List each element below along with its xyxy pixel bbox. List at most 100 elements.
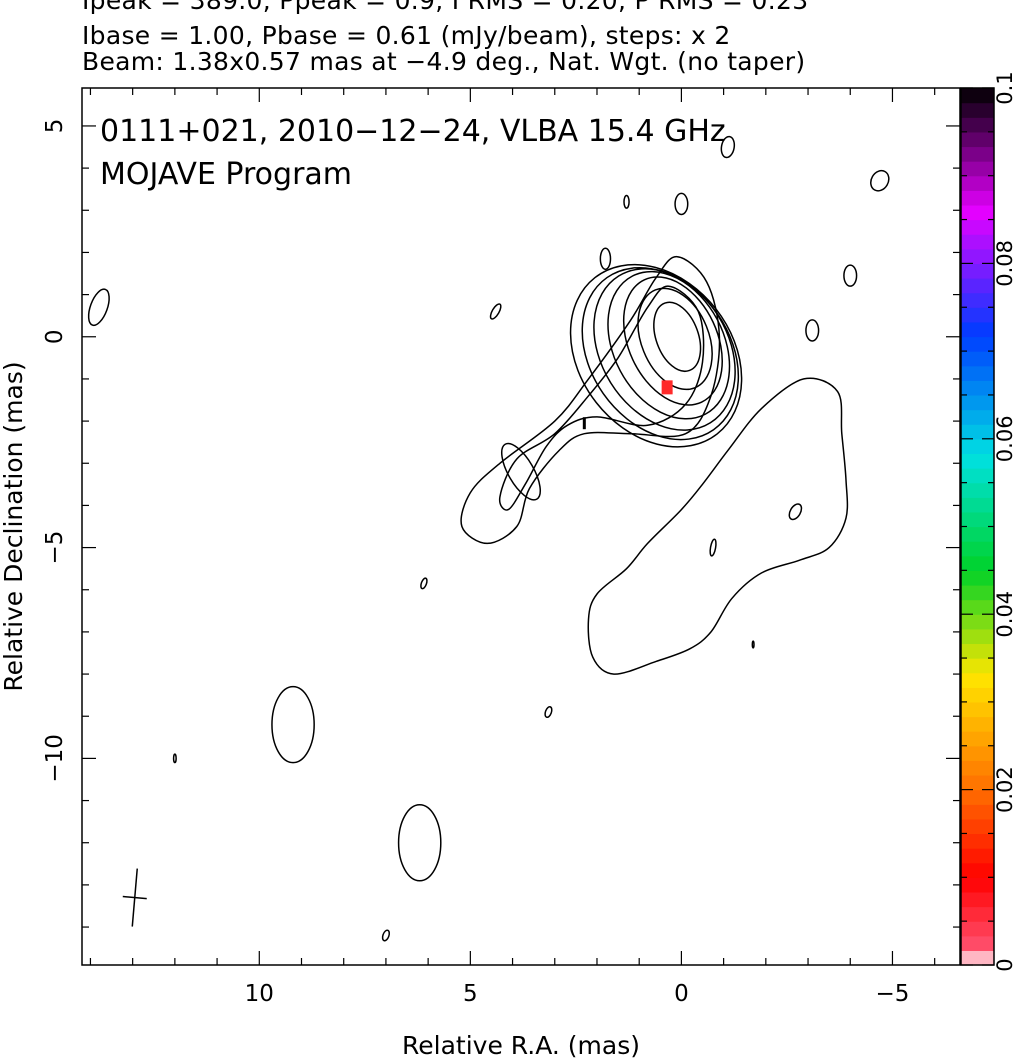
noise-contour	[87, 288, 110, 327]
colorbar-tick-label: 0.06	[993, 415, 1017, 462]
noise-contour	[751, 640, 755, 649]
extended-emission-contour	[587, 377, 849, 675]
colorbar-band	[961, 687, 994, 703]
noise-contour	[599, 247, 612, 271]
y-axis-label: Relative Declination (mas)	[0, 361, 28, 691]
colorbar-band	[961, 365, 994, 381]
colorbar: 0 0.02 0.04 0.06 0.08 0.1	[960, 71, 1017, 972]
y-tick-label: −10	[42, 734, 68, 783]
colorbar-band	[961, 497, 994, 513]
colorbar-band	[961, 584, 994, 601]
colorbar-band	[961, 921, 994, 937]
colorbar-band	[961, 935, 994, 951]
noise-contour	[544, 706, 553, 719]
colorbar-band	[961, 716, 994, 732]
chart-title: 0111+021, 2010−12−24, VLBA 15.4 GHz	[100, 114, 726, 149]
noise-contour	[870, 169, 890, 192]
colorbar-band	[961, 891, 994, 908]
colorbar-band	[961, 848, 994, 864]
colorbar-band	[961, 658, 994, 674]
jet-knot-contour	[500, 442, 542, 501]
colorbar-band	[961, 321, 994, 338]
colorbar-band	[961, 88, 994, 104]
colorbar-band	[961, 789, 994, 805]
colorbar-band	[961, 131, 994, 148]
colorbar-band	[961, 672, 994, 688]
colorbar-band	[961, 614, 994, 630]
colorbar-band	[961, 468, 994, 484]
header-line-3: Beam: 1.38x0.57 mas at −4.9 deg., Nat. W…	[82, 47, 806, 76]
colorbar-band	[961, 380, 994, 396]
core-contour	[653, 301, 702, 372]
x-tick-label: 0	[674, 981, 689, 1007]
jet-contour	[498, 285, 705, 511]
polarization-patch	[661, 380, 673, 395]
y-tick-label: −5	[42, 531, 68, 565]
colorbar-band	[961, 774, 994, 791]
colorbar-band	[961, 438, 994, 455]
colorbar-band	[961, 526, 994, 542]
colorbar-band	[961, 161, 994, 177]
colorbar-band	[961, 701, 994, 718]
colorbar-band	[961, 307, 994, 323]
colorbar-band	[961, 643, 994, 659]
header-line-1: Ipeak = 389.0, Ppeak = 0.9, I RMS = 0.20…	[82, 0, 809, 15]
beam-minor-axis	[122, 895, 147, 900]
colorbar-band	[961, 248, 994, 264]
colorbar-tick-label: 0	[993, 958, 1017, 971]
colorbar-band	[961, 804, 994, 820]
noise-contour	[674, 192, 689, 216]
colorbar-band	[961, 877, 994, 893]
colorbar-band	[961, 906, 994, 922]
noise-contour	[623, 194, 630, 209]
colorbar-band	[961, 351, 994, 367]
core-contour	[622, 276, 723, 406]
colorbar-band	[961, 555, 994, 571]
colorbar-band	[961, 760, 994, 776]
colorbar-band	[961, 511, 994, 528]
colorbar-band	[961, 292, 994, 308]
colorbar-band	[961, 570, 994, 586]
colorbar-band	[961, 204, 994, 221]
colorbar-band	[961, 482, 994, 498]
polarization-tick	[582, 417, 586, 430]
colorbar-band	[961, 745, 994, 761]
colorbar-band	[961, 731, 994, 747]
y-tick-label: 0	[42, 329, 68, 344]
x-tick-label: 5	[463, 981, 478, 1007]
plot-frame	[81, 87, 961, 966]
colorbar-band	[961, 117, 994, 133]
noise-contour	[805, 319, 820, 342]
noise-contour	[489, 303, 502, 320]
x-tick-label: 10	[245, 981, 274, 1007]
core-contour	[581, 266, 740, 441]
colorbar-band	[961, 394, 994, 411]
noise-contour	[381, 929, 391, 942]
x-tick-label: −5	[876, 981, 910, 1007]
noise-contour	[397, 803, 442, 882]
colorbar-band	[961, 950, 994, 966]
x-axis-label: Relative R.A. (mas)	[402, 1031, 640, 1060]
colorbar-band	[961, 234, 994, 250]
colorbar-band	[961, 541, 994, 557]
colorbar-band	[961, 219, 994, 235]
colorbar-band	[961, 599, 994, 615]
colorbar-band	[961, 263, 994, 279]
colorbar-band	[961, 190, 994, 206]
y-tick-label: 5	[42, 119, 68, 134]
noise-contour	[843, 264, 858, 287]
colorbar-band	[961, 833, 994, 849]
colorbar-band	[961, 628, 994, 645]
colorbar-band	[961, 146, 994, 162]
header-line-2: Ibase = 1.00, Pbase = 0.61 (mJy/beam), s…	[82, 21, 731, 50]
colorbar-band	[961, 102, 994, 118]
noise-contour	[420, 577, 428, 590]
colorbar-tick-label: 0.08	[993, 240, 1017, 287]
colorbar-band	[961, 336, 994, 352]
core-contour	[637, 287, 713, 391]
noise-contour	[720, 135, 736, 159]
noise-contour	[788, 503, 803, 521]
noise-contour	[172, 753, 177, 764]
colorbar-band	[961, 175, 994, 191]
